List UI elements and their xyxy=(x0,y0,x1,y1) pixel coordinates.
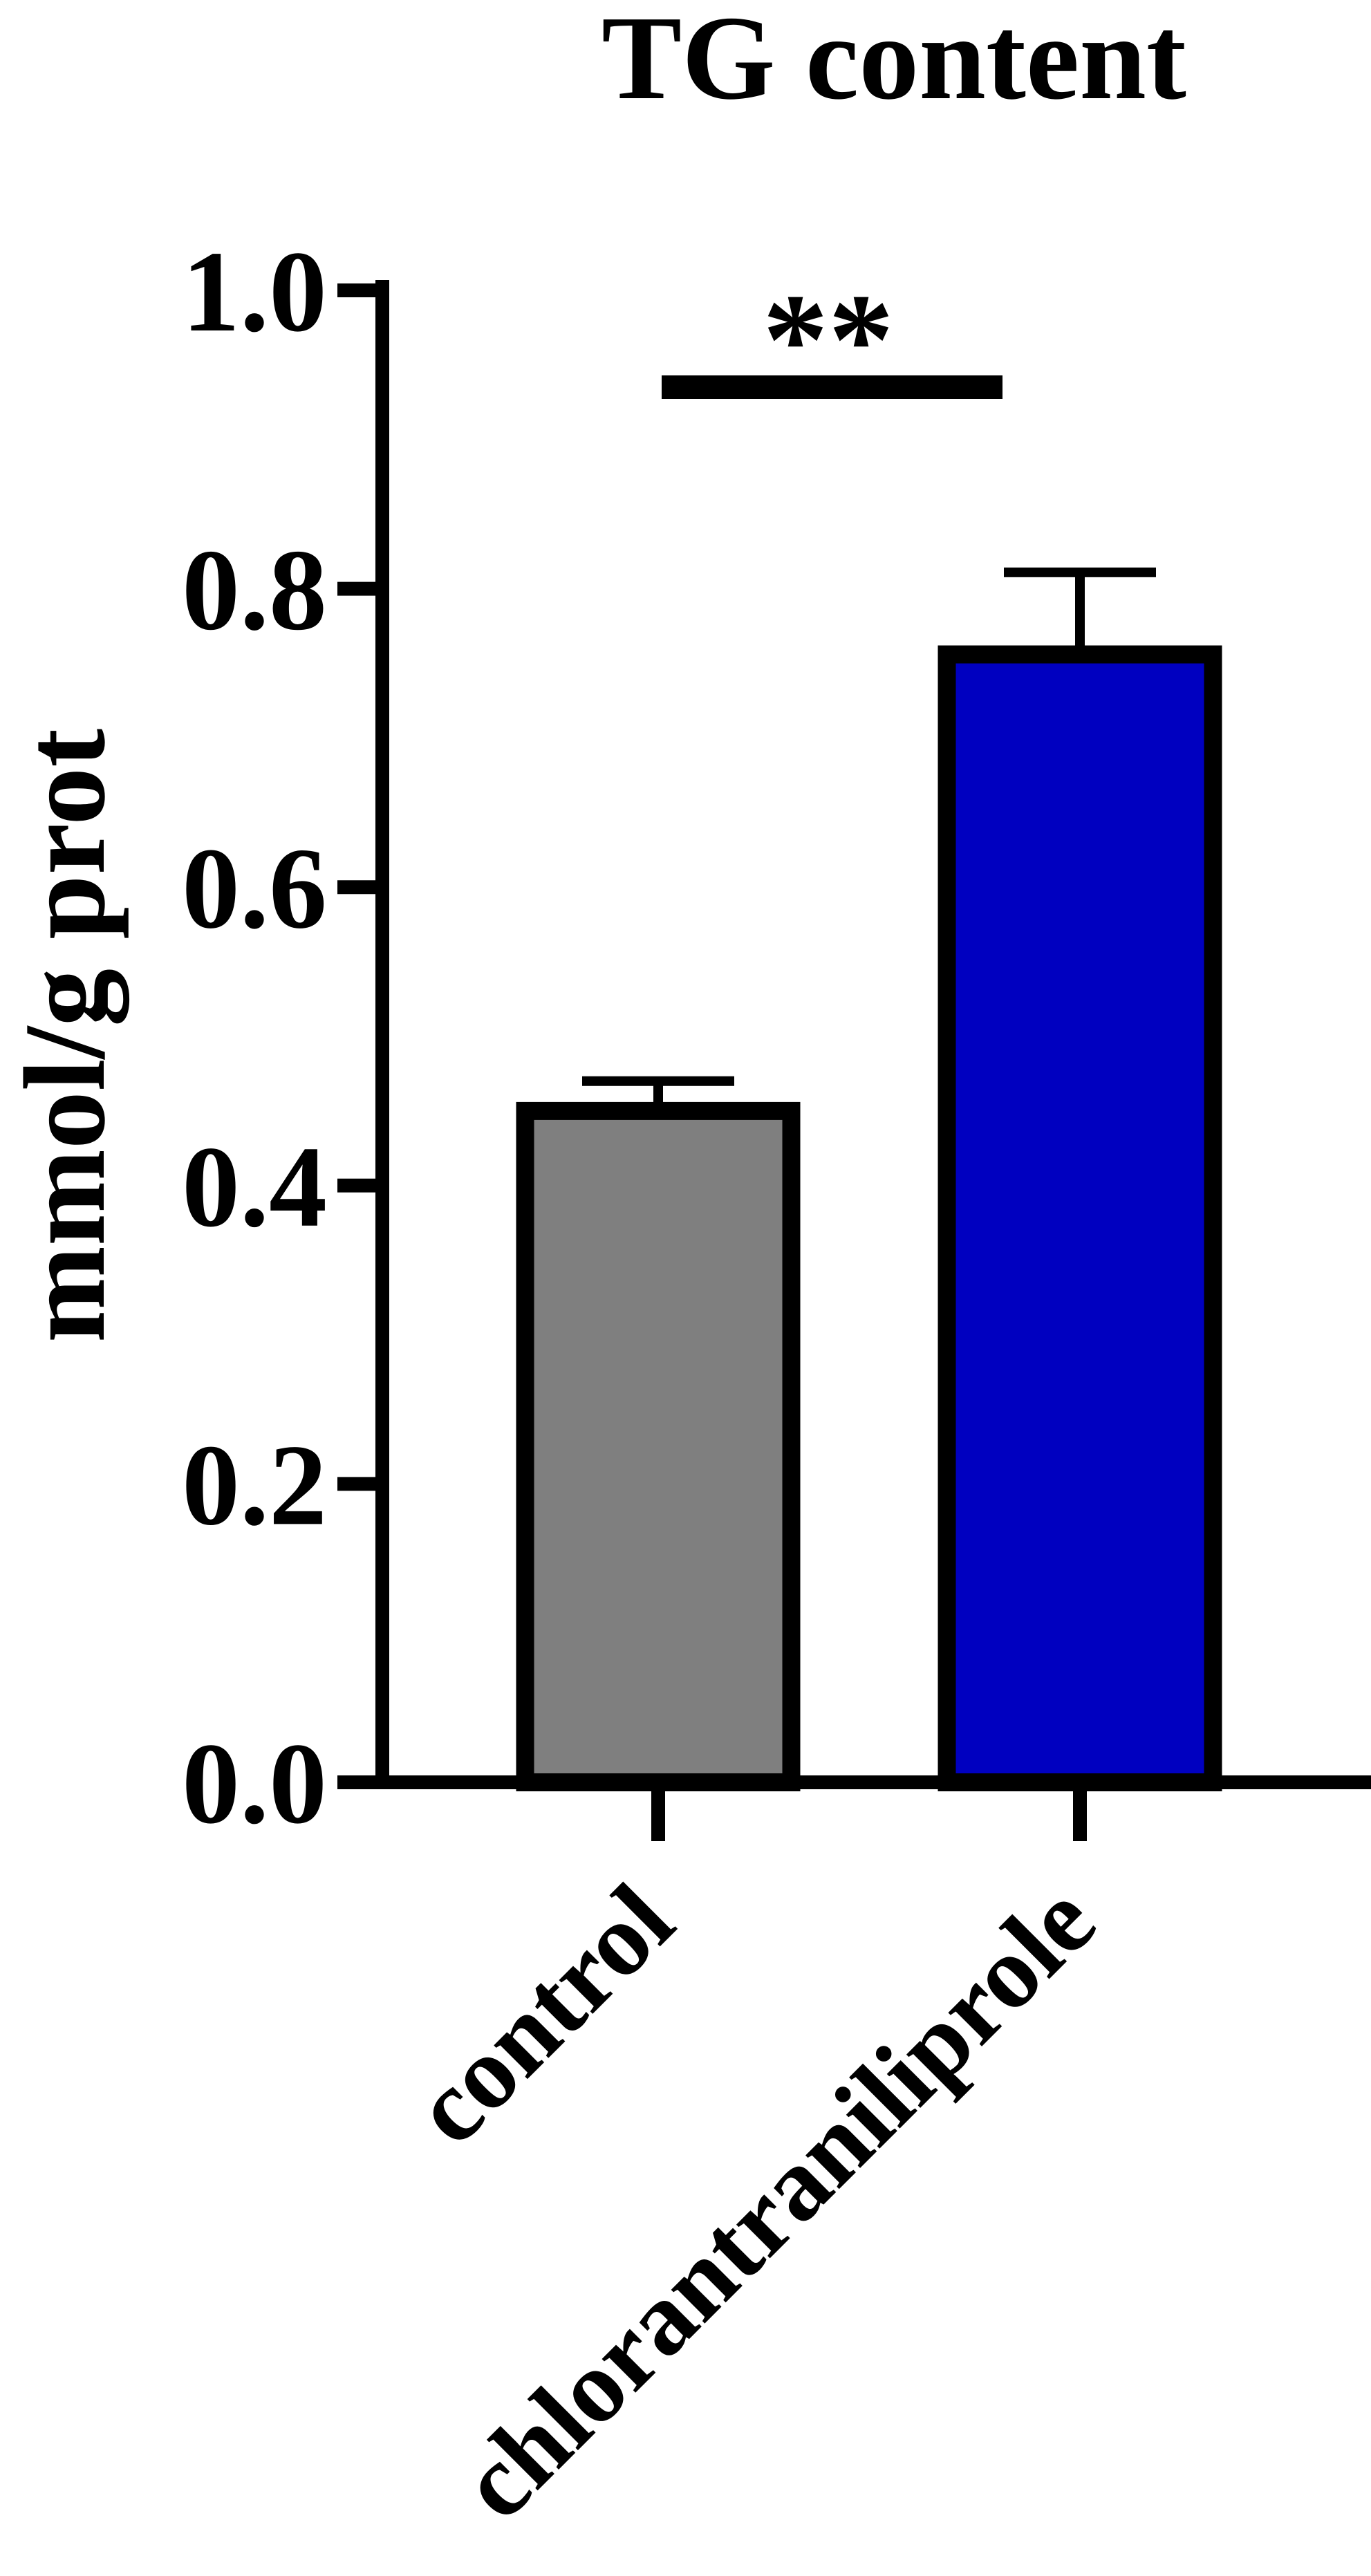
chart-title: TG content xyxy=(601,0,1186,124)
significance-label: ** xyxy=(763,268,894,413)
y-axis-ticks: 0.0 0.2 0.4 0.6 0.8 1.0 xyxy=(182,227,382,1848)
significance-annotation: ** xyxy=(662,268,1002,413)
bar-chlorantraniliprole xyxy=(938,645,1222,1791)
bars xyxy=(516,645,1222,1791)
y-tick-label: 0.8 xyxy=(182,526,327,655)
x-tick-label: control xyxy=(391,1863,695,2166)
y-tick-label: 0.2 xyxy=(182,1421,327,1549)
bar-control xyxy=(516,1101,801,1791)
y-tick-label: 0.4 xyxy=(182,1123,327,1251)
y-tick-label: 0.0 xyxy=(182,1719,327,1848)
y-axis-label-group: mmol/g prot xyxy=(1,729,129,1343)
y-tick-label: 0.6 xyxy=(182,824,327,953)
error-bars xyxy=(582,567,1156,1111)
y-tick-label: 1.0 xyxy=(182,227,327,356)
y-axis-label: mmol/g prot xyxy=(1,729,129,1343)
